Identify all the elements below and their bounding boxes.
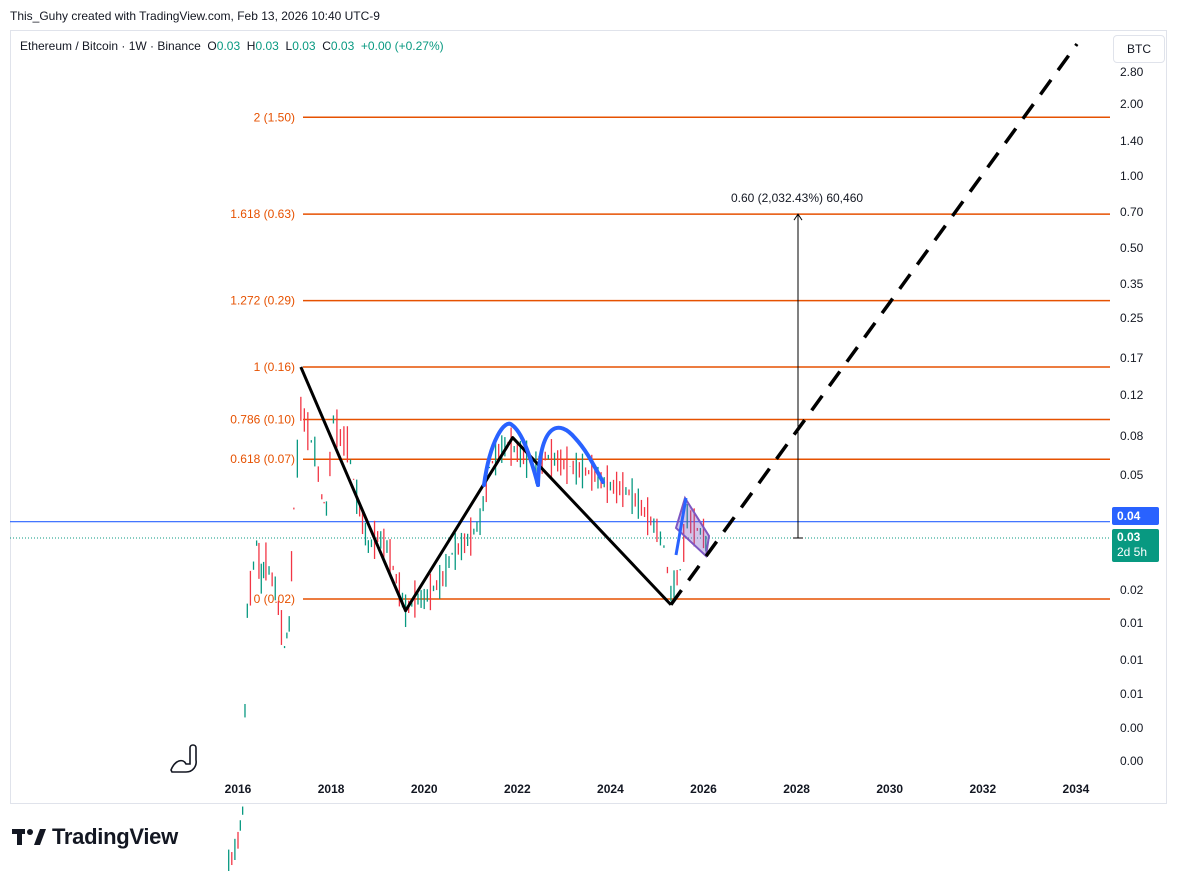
x-axis-tick-label: 2016 xyxy=(225,782,252,796)
y-axis-tick-label: 0.35 xyxy=(1120,277,1144,291)
chart-pane[interactable] xyxy=(10,30,1167,804)
y-axis-tick-label: 0.50 xyxy=(1120,241,1144,255)
pattern-arc-right xyxy=(536,425,605,487)
chart-attribution: This_Guhy created with TradingView.com, … xyxy=(10,9,380,23)
high-value: 0.03 xyxy=(255,39,279,53)
fib-level-label: 1.272 (0.29) xyxy=(230,294,295,308)
y-axis-tick-label: 0.17 xyxy=(1120,351,1144,365)
measure-arrow-head xyxy=(793,213,803,221)
projection-dashed-line xyxy=(669,42,1079,606)
currency-button[interactable]: BTC xyxy=(1113,35,1165,63)
brand-name: TradingView xyxy=(52,824,178,849)
y-axis-tick-label: 0.05 xyxy=(1120,468,1144,482)
dinosaur-icon xyxy=(170,744,197,773)
low-value: 0.03 xyxy=(292,39,316,53)
y-axis-tick-label: 2.80 xyxy=(1120,65,1144,79)
high-label: H xyxy=(246,39,256,53)
low-label: L xyxy=(285,39,293,53)
x-axis-tick-label: 2022 xyxy=(504,782,531,796)
fib-level-label: 0.786 (0.10) xyxy=(230,412,295,426)
y-axis-tick-label: 2.00 xyxy=(1120,97,1144,111)
close-label: C xyxy=(322,39,331,53)
y-axis-tick-label: 0.01 xyxy=(1120,616,1144,630)
tradingview-brand[interactable]: TradingView xyxy=(12,824,178,850)
fib-level-label: 0.618 (0.07) xyxy=(230,452,295,466)
tradingview-logo-icon xyxy=(12,829,46,845)
x-axis-tick-label: 2030 xyxy=(876,782,903,796)
open-value: 0.03 xyxy=(216,39,241,53)
symbol-title[interactable]: Ethereum / Bitcoin · 1W · Binance xyxy=(20,39,201,53)
x-axis-tick-label: 2018 xyxy=(318,782,345,796)
y-axis-tick-label: 0.01 xyxy=(1120,687,1144,701)
symbol-legend: Ethereum / Bitcoin · 1W · Binance O0.03 … xyxy=(20,39,444,53)
y-axis-tick-label: 0.01 xyxy=(1120,653,1144,667)
y-axis-tick-label: 0.00 xyxy=(1120,721,1144,735)
fib-level-label: 2 (1.50) xyxy=(254,110,295,124)
open-label: O xyxy=(207,39,217,53)
bar-countdown: 2d 5h xyxy=(1117,545,1148,559)
y-axis-tick-label: 0.70 xyxy=(1120,205,1144,219)
zigzag-pattern-line xyxy=(299,366,673,613)
x-axis-tick-label: 2024 xyxy=(597,782,624,796)
measure-label: 0.60 (2,032.43%) 60,460 xyxy=(731,191,863,205)
y-axis-tick-label: 0.02 xyxy=(1120,583,1144,597)
change-value: +0.00 (+0.27%) xyxy=(360,39,444,53)
horizontal-line-price-tag: 0.04 xyxy=(1112,507,1159,525)
y-axis-tick-label: 0.00 xyxy=(1120,754,1144,768)
x-axis-tick-label: 2034 xyxy=(1063,782,1090,796)
y-axis-tick-label: 0.08 xyxy=(1120,429,1144,443)
x-axis-tick-label: 2020 xyxy=(411,782,438,796)
y-axis-tick-label: 0.12 xyxy=(1120,388,1144,402)
fib-level-label: 1.618 (0.63) xyxy=(230,207,295,221)
fib-level-label: 0 (0.02) xyxy=(254,592,295,606)
close-value: 0.03 xyxy=(330,39,355,53)
y-axis-tick-label: 1.00 xyxy=(1120,169,1144,183)
last-price-value: 0.03 xyxy=(1117,530,1141,544)
y-axis-tick-label: 1.40 xyxy=(1120,134,1144,148)
flag-pole-line xyxy=(674,497,688,556)
y-axis-tick-label: 0.25 xyxy=(1120,311,1144,325)
fib-level-label: 1 (0.16) xyxy=(254,360,295,374)
x-axis-tick-label: 2032 xyxy=(969,782,996,796)
pattern-arc-left xyxy=(482,421,540,487)
x-axis-tick-label: 2026 xyxy=(690,782,717,796)
x-axis-tick-label: 2028 xyxy=(783,782,810,796)
last-price-tag: 0.03 2d 5h xyxy=(1112,529,1159,562)
